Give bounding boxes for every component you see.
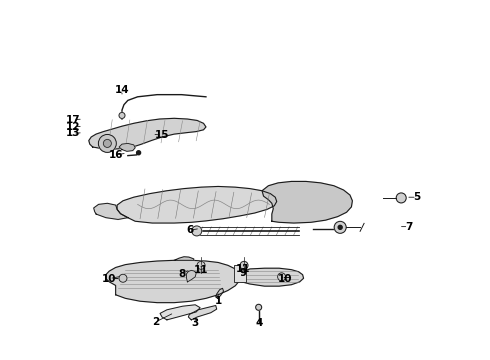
Circle shape (338, 225, 342, 229)
Text: 6: 6 (187, 225, 194, 235)
Text: 15: 15 (155, 130, 169, 140)
Text: 10: 10 (278, 274, 292, 284)
Polygon shape (89, 118, 206, 149)
Text: 4: 4 (256, 319, 263, 328)
Text: 3: 3 (192, 319, 199, 328)
Circle shape (197, 261, 205, 269)
Text: 5: 5 (413, 192, 420, 202)
Polygon shape (117, 186, 277, 223)
Polygon shape (262, 181, 352, 223)
Text: 9: 9 (240, 268, 247, 278)
Polygon shape (174, 257, 194, 260)
Text: 8: 8 (178, 269, 185, 279)
Circle shape (396, 193, 406, 203)
Circle shape (192, 226, 202, 236)
Circle shape (137, 151, 141, 155)
Bar (234, 265, 246, 283)
Polygon shape (186, 270, 196, 282)
Circle shape (240, 261, 248, 269)
Polygon shape (106, 260, 240, 303)
Text: 11: 11 (236, 264, 251, 274)
Circle shape (278, 273, 286, 281)
Text: 7: 7 (405, 222, 412, 231)
Text: 1: 1 (215, 296, 222, 306)
Polygon shape (94, 203, 128, 220)
Circle shape (119, 112, 125, 118)
Text: 11: 11 (194, 265, 208, 275)
Polygon shape (239, 268, 304, 286)
Text: 12: 12 (66, 122, 80, 132)
Text: 10: 10 (102, 274, 117, 284)
Circle shape (119, 274, 127, 282)
Polygon shape (160, 305, 200, 320)
Polygon shape (119, 143, 135, 151)
Circle shape (334, 221, 346, 233)
Text: 17: 17 (66, 115, 80, 125)
Text: 13: 13 (66, 129, 80, 138)
Circle shape (98, 134, 116, 152)
Text: 16: 16 (108, 150, 123, 160)
Circle shape (103, 139, 111, 147)
Text: 14: 14 (115, 85, 129, 95)
Text: 2: 2 (152, 317, 160, 327)
Polygon shape (216, 288, 223, 298)
Polygon shape (188, 306, 217, 320)
Circle shape (256, 304, 262, 310)
